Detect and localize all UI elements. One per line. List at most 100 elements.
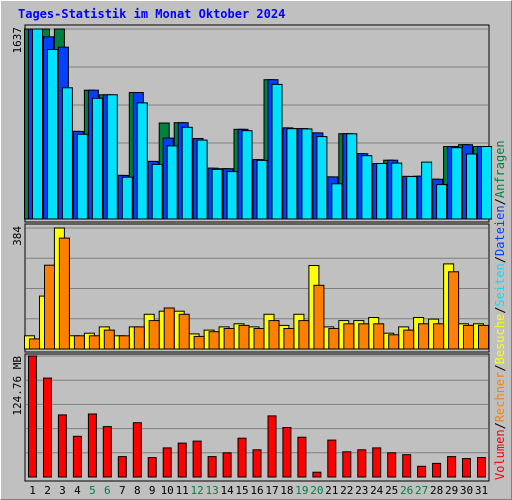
bar-volumen-11 xyxy=(177,442,187,478)
bar-rechner-15 xyxy=(238,324,250,350)
bar-volumen-21 xyxy=(327,439,337,478)
bar-seiten-9 xyxy=(151,163,163,220)
bar-seiten-14 xyxy=(226,171,238,220)
bar-rechner-8 xyxy=(133,326,145,350)
bar-volumen-31 xyxy=(477,457,486,478)
bar-rechner-20 xyxy=(313,284,325,350)
x-tick-label: 9 xyxy=(149,484,156,497)
bar-rechner-3 xyxy=(58,237,70,350)
legend-separator: / xyxy=(493,256,507,263)
bar-seiten-16 xyxy=(256,159,268,220)
bar-seiten-10 xyxy=(166,145,178,220)
x-tick-label: 20 xyxy=(310,484,323,497)
bar-rechner-16 xyxy=(253,328,265,350)
x-tick-label: 5 xyxy=(89,484,96,497)
bar-seiten-20 xyxy=(316,136,328,220)
bar-rechner-6 xyxy=(103,329,115,350)
bar-volumen-28 xyxy=(432,462,442,478)
legend-separator: / xyxy=(493,307,507,314)
bar-rechner-4 xyxy=(73,335,85,350)
bar-rechner-30 xyxy=(463,324,474,350)
x-tick-label: 27 xyxy=(415,484,428,497)
bar-volumen-19 xyxy=(297,436,307,478)
bar-rechner-10 xyxy=(163,307,175,350)
x-tick-label: 10 xyxy=(161,484,174,497)
x-tick-label: 29 xyxy=(445,484,458,497)
x-tick-label: 24 xyxy=(370,484,384,497)
bar-seiten-2 xyxy=(47,49,58,220)
bar-seiten-7 xyxy=(121,176,133,220)
bar-volumen-7 xyxy=(117,456,127,478)
bar-rechner-27 xyxy=(418,323,430,350)
legend-item-anfragen: Anfragen xyxy=(493,140,507,198)
legend-separator: / xyxy=(493,198,507,205)
bar-volumen-5 xyxy=(87,413,97,478)
bar-rechner-2 xyxy=(44,264,55,350)
legend-separator: / xyxy=(493,364,507,371)
bar-seiten-23 xyxy=(361,155,373,220)
bar-seiten-17 xyxy=(271,83,283,220)
bar-seiten-25 xyxy=(391,162,403,220)
bar-rechner-1 xyxy=(29,338,40,350)
y-max-label: 1637 xyxy=(11,27,24,54)
bar-volumen-8 xyxy=(132,422,142,478)
bar-seiten-21 xyxy=(331,183,343,220)
x-tick-label: 13 xyxy=(205,484,218,497)
bar-rechner-18 xyxy=(283,328,295,350)
bar-volumen-6 xyxy=(102,426,112,478)
bar-rechner-5 xyxy=(88,335,100,350)
x-tick-label: 25 xyxy=(385,484,398,497)
bar-seiten-24 xyxy=(376,163,388,220)
bar-volumen-2 xyxy=(43,377,52,478)
x-tick-label: 1 xyxy=(29,484,36,497)
y-max-label: 384 xyxy=(11,226,24,246)
x-tick-label: 15 xyxy=(235,484,248,497)
bar-seiten-3 xyxy=(61,87,73,220)
bar-seiten-1 xyxy=(32,28,43,220)
bar-rechner-9 xyxy=(148,320,160,350)
legend-item-dateien: Dateien xyxy=(493,205,507,256)
bar-seiten-30 xyxy=(466,153,477,220)
x-tick-label: 7 xyxy=(119,484,126,497)
bar-seiten-28 xyxy=(436,184,448,220)
bar-rechner-13 xyxy=(208,331,220,350)
legend-separator: / xyxy=(493,422,507,429)
bar-rechner-28 xyxy=(433,323,445,350)
x-tick-label: 19 xyxy=(295,484,308,497)
bar-volumen-9 xyxy=(147,457,157,478)
x-tick-label: 17 xyxy=(265,484,278,497)
bar-rechner-26 xyxy=(403,329,415,350)
bar-rechner-29 xyxy=(448,271,460,350)
x-tick-label: 6 xyxy=(104,484,111,497)
bar-rechner-25 xyxy=(388,334,400,350)
bar-rechner-23 xyxy=(358,323,370,350)
x-tick-label: 28 xyxy=(430,484,443,497)
bar-rechner-14 xyxy=(223,328,235,350)
bar-rechner-19 xyxy=(298,320,310,350)
bar-seiten-29 xyxy=(451,147,463,220)
bar-seiten-18 xyxy=(286,128,298,220)
bar-volumen-10 xyxy=(162,447,172,478)
bar-seiten-11 xyxy=(181,126,193,220)
bar-volumen-23 xyxy=(357,449,367,478)
bar-rechner-24 xyxy=(373,323,385,350)
bar-volumen-20 xyxy=(312,471,322,478)
bar-volumen-25 xyxy=(387,452,397,478)
bar-seiten-5 xyxy=(91,97,103,220)
bar-volumen-26 xyxy=(402,454,412,478)
bar-seiten-8 xyxy=(136,102,148,220)
legend-item-volumen: Volumen xyxy=(493,429,507,480)
bar-volumen-1 xyxy=(28,355,37,478)
x-tick-label: 3 xyxy=(59,484,66,497)
chart-title: Tages-Statistik im Monat Oktober 2024 xyxy=(18,7,286,21)
bar-volumen-30 xyxy=(462,458,471,478)
legend-item-seiten: Seiten xyxy=(493,263,507,306)
bar-volumen-29 xyxy=(447,456,457,478)
x-tick-label: 14 xyxy=(220,484,234,497)
bar-volumen-4 xyxy=(72,435,82,478)
x-tick-label: 16 xyxy=(250,484,263,497)
x-tick-label: 18 xyxy=(280,484,293,497)
bar-seiten-6 xyxy=(106,94,118,220)
bar-rechner-7 xyxy=(118,335,130,350)
